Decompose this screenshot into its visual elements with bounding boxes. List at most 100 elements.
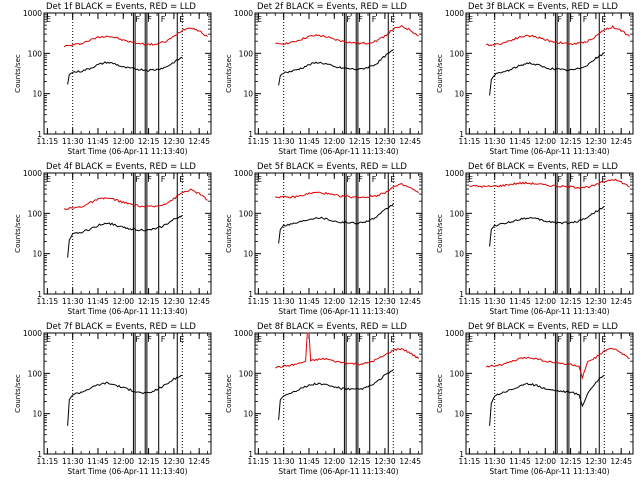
marker-flag-label: F [147, 175, 152, 184]
left-flag-label: E [468, 175, 473, 184]
marker-flag-label: F [569, 335, 574, 344]
y-tick-label: 1 [248, 290, 253, 299]
y-tick-label: 100 [28, 369, 43, 378]
panel: Det 2f BLACK = Events, RED = LLD 1 10 100 10… [225, 2, 423, 156]
y-tick-label: 1 [248, 450, 253, 459]
x-axis-label: Start Time (06-Apr-11 11:13:40) [278, 467, 398, 476]
x-tick-label: 11:15 [37, 137, 59, 146]
x-tick-label: 12:00 [112, 137, 134, 146]
events-series-line [67, 374, 183, 426]
marker-flag-label: F [161, 335, 166, 344]
x-tick-label: 12:45 [188, 137, 210, 146]
left-flag-label: E [46, 175, 51, 184]
marker-flag-label: F [358, 15, 363, 24]
panel: Det 3f BLACK = Events, RED = LLD 1 10 100 10… [436, 2, 634, 156]
x-tick-label: 12:15 [349, 297, 371, 306]
x-tick-label: 12:45 [399, 457, 421, 466]
y-tick-label: 100 [239, 209, 254, 218]
panel-title: Det 1f BLACK = Events, RED = LLD [46, 2, 196, 12]
panel-title: Det 4f BLACK = Events, RED = LLD [46, 162, 196, 172]
x-tick-label: 11:45 [87, 457, 109, 466]
marker-flag-label: F [135, 335, 140, 344]
marker-flag-label: F [358, 175, 363, 184]
y-tick-label: 1000 [445, 169, 464, 178]
x-tick-label: 11:45 [509, 297, 531, 306]
lld-series-line [469, 178, 630, 189]
y-axis-label: Counts/sec [14, 54, 22, 93]
x-tick-label: 11:45 [298, 297, 320, 306]
left-flag-label: E [468, 335, 473, 344]
left-flag-label: E [46, 335, 51, 344]
y-axis-label: Counts/sec [14, 214, 22, 253]
y-tick-label: 100 [28, 49, 43, 58]
y-axis-label: Counts/sec [436, 374, 444, 413]
x-tick-label: 11:45 [298, 137, 320, 146]
y-tick-label: 100 [239, 49, 254, 58]
y-tick-label: 100 [450, 49, 465, 58]
plot-frame [254, 12, 423, 135]
x-tick-label: 12:30 [163, 457, 185, 466]
x-tick-label: 11:15 [248, 137, 270, 146]
x-tick-label: 12:45 [399, 137, 421, 146]
panel-title: Det 5f BLACK = Events, RED = LLD [257, 162, 407, 172]
panel: Det 1f BLACK = Events, RED = LLD 1 10 100 10… [14, 2, 212, 156]
lld-series-line [275, 332, 419, 369]
x-tick-label: 11:30 [62, 137, 84, 146]
marker-flag-label: F [569, 175, 574, 184]
x-tick-label: 12:15 [138, 457, 160, 466]
x-tick-label: 11:30 [273, 457, 295, 466]
y-tick-label: 1 [459, 450, 464, 459]
lld-series-line [485, 347, 630, 380]
plot-frame [465, 332, 634, 455]
marker-flag-label: F [583, 15, 588, 24]
x-tick-label: 11:15 [459, 137, 481, 146]
marker-flag-label: E [179, 175, 184, 184]
marker-flag-label: F [358, 335, 363, 344]
x-tick-label: 12:15 [349, 457, 371, 466]
y-tick-label: 1 [459, 130, 464, 139]
marker-flag-label: F [346, 175, 351, 184]
lld-series-line [486, 25, 630, 47]
y-tick-label: 10 [32, 410, 42, 419]
y-tick-label: 1 [459, 290, 464, 299]
marker-flag-label: E [390, 175, 395, 184]
lld-series-line [275, 24, 419, 46]
x-tick-label: 12:45 [399, 297, 421, 306]
panel: Det 6f BLACK = Events, RED = LLD 1 10 100 10… [436, 162, 634, 316]
y-tick-label: 10 [243, 90, 253, 99]
x-axis-label: Start Time (06-Apr-11 11:13:40) [278, 147, 398, 156]
panel: Det 9f BLACK = Events, RED = LLD 1 10 100 10… [436, 322, 634, 476]
x-tick-label: 11:45 [87, 297, 109, 306]
plot-frame [254, 332, 423, 455]
left-flag-label: E [257, 335, 262, 344]
lld-series-line [274, 183, 419, 199]
x-tick-label: 12:00 [534, 457, 556, 466]
y-axis-label: Counts/sec [436, 54, 444, 93]
marker-flag-label: F [161, 175, 166, 184]
panel: Det 7f BLACK = Events, RED = LLD 1 10 100 10… [14, 322, 212, 476]
y-tick-label: 10 [243, 410, 253, 419]
y-tick-label: 100 [28, 209, 43, 218]
marker-flag-label: F [147, 335, 152, 344]
x-axis-label: Start Time (06-Apr-11 11:13:40) [489, 307, 609, 316]
marker-flag-label: F [583, 335, 588, 344]
panel-title: Det 3f BLACK = Events, RED = LLD [468, 2, 618, 12]
events-series-line [278, 49, 394, 86]
panel: Det 8f BLACK = Events, RED = LLD 1 10 100 10… [225, 322, 423, 476]
left-flag-label: E [257, 15, 262, 24]
marker-flag-label: E [601, 335, 606, 344]
x-tick-label: 11:15 [37, 457, 59, 466]
marker-flag-label: F [557, 175, 562, 184]
x-tick-label: 12:00 [323, 457, 345, 466]
x-tick-label: 12:30 [374, 457, 396, 466]
x-tick-label: 12:30 [585, 137, 607, 146]
x-tick-label: 12:00 [112, 297, 134, 306]
left-flag-label: E [257, 175, 262, 184]
y-tick-label: 1000 [234, 329, 253, 338]
x-tick-label: 11:30 [62, 457, 84, 466]
y-tick-label: 1000 [234, 169, 253, 178]
y-tick-label: 1 [248, 130, 253, 139]
y-axis-label: Counts/sec [14, 374, 22, 413]
plot-frame [43, 332, 212, 455]
x-tick-label: 11:30 [484, 137, 506, 146]
